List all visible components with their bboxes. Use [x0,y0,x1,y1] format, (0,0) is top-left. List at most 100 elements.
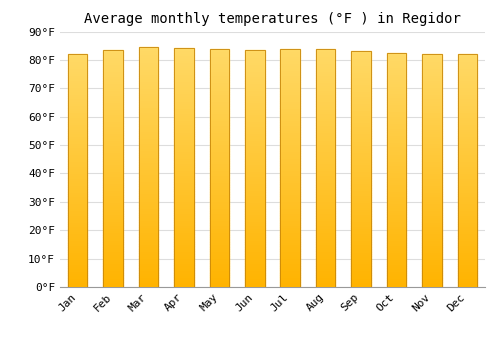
Bar [139,133,158,136]
Bar [422,229,442,231]
Bar [104,107,123,109]
Bar [458,98,477,101]
Bar [68,196,87,198]
Bar [280,146,300,149]
Bar [210,58,229,61]
Bar [386,219,406,222]
Bar [386,93,406,95]
Bar [386,121,406,123]
Bar [139,217,158,220]
Bar [458,217,477,219]
Bar [422,175,442,177]
Bar [422,219,442,222]
Bar [280,201,300,204]
Bar [422,245,442,247]
Bar [139,47,158,49]
Bar [245,166,264,168]
Bar [139,181,158,184]
Bar [68,278,87,280]
Bar [104,74,123,76]
Bar [280,141,300,144]
Bar [68,150,87,152]
Bar [139,237,158,239]
Bar [352,209,371,211]
Bar [174,127,194,129]
Bar [68,233,87,236]
Bar [352,249,371,252]
Bar [280,177,300,180]
Bar [68,129,87,131]
Bar [174,237,194,239]
Bar [245,247,264,249]
Bar [422,68,442,70]
Bar [68,105,87,108]
Bar [458,215,477,217]
Bar [458,278,477,280]
Bar [422,82,442,84]
Bar [352,91,371,93]
Bar [458,208,477,210]
Bar [458,112,477,115]
Bar [174,65,194,67]
Bar [245,273,264,275]
Bar [104,280,123,282]
Bar [316,97,336,99]
Bar [316,149,336,152]
Bar [104,154,123,156]
Bar [174,98,194,100]
Bar [280,225,300,228]
Bar [139,126,158,129]
Bar [280,132,300,134]
Bar [68,180,87,182]
Bar [210,275,229,278]
Bar [280,101,300,103]
Bar [386,207,406,210]
Bar [422,215,442,217]
Bar [458,222,477,224]
Bar [174,89,194,91]
Bar [280,161,300,163]
Bar [352,67,371,70]
Bar [280,99,300,101]
Bar [280,244,300,246]
Bar [422,54,442,287]
Bar [352,143,371,145]
Bar [386,222,406,224]
Bar [174,117,194,120]
Bar [174,187,194,189]
Bar [68,254,87,257]
Bar [245,60,264,62]
Bar [68,59,87,61]
Bar [422,273,442,275]
Bar [210,61,229,63]
Bar [458,194,477,196]
Bar [386,271,406,273]
Bar [386,151,406,154]
Bar [458,96,477,98]
Bar [386,102,406,104]
Bar [245,133,264,135]
Bar [386,170,406,172]
Bar [352,124,371,126]
Bar [174,100,194,103]
Bar [68,115,87,117]
Bar [210,49,229,51]
Bar [458,212,477,215]
Bar [245,114,264,116]
Bar [174,203,194,206]
Bar [174,210,194,213]
Bar [386,175,406,177]
Bar [422,129,442,131]
Bar [352,242,371,245]
Bar [280,246,300,249]
Bar [458,254,477,257]
Bar [280,158,300,161]
Bar [210,163,229,166]
Bar [104,126,123,128]
Bar [458,94,477,96]
Bar [422,254,442,257]
Bar [245,220,264,223]
Bar [210,246,229,249]
Bar [139,251,158,253]
Bar [458,177,477,180]
